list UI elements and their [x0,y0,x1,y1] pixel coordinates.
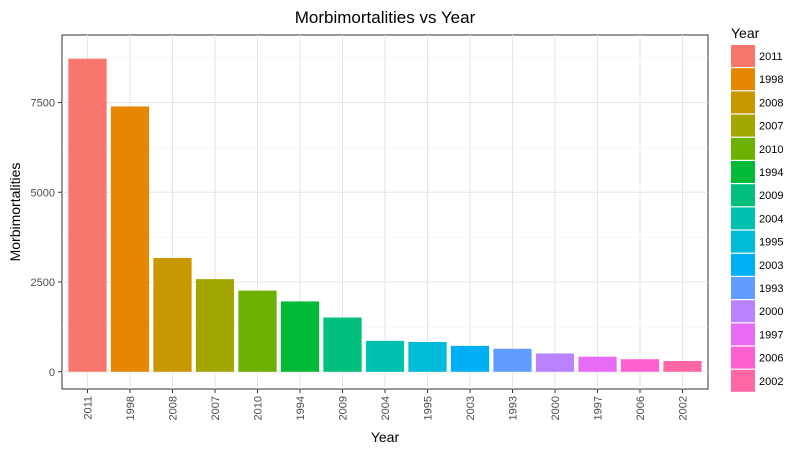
legend-label: 1994 [759,167,783,179]
x-tick-label: 2003 [465,396,477,420]
legend-label: 2008 [759,97,783,109]
bar-2011 [68,58,107,372]
x-tick-label: 2000 [550,396,562,420]
legend-label: 2004 [759,213,783,225]
y-tick-label: 7500 [31,97,55,109]
y-tick-label: 5000 [31,187,55,199]
x-tick-label: 2008 [168,396,180,420]
bar-1994 [280,301,320,372]
x-tick-label: 2011 [83,396,95,420]
legend-label: 2010 [759,144,783,156]
legend-key-2000 [731,300,755,323]
legend-label: 2002 [759,376,783,388]
legend-title: Year [731,25,760,41]
x-tick-label: 2006 [635,396,647,420]
legend-key-2008 [731,91,755,114]
legend-key-2007 [731,114,755,137]
bar-1998 [110,106,150,372]
y-axis-label: Morbimortalities [7,163,23,262]
x-tick-label: 1993 [508,396,520,420]
legend-key-1993 [731,277,755,299]
chart-title: Morbimortalities vs Year [295,8,476,27]
x-tick-label: 1997 [593,396,605,420]
bar-2010 [238,290,277,372]
legend-label: 2006 [759,353,783,365]
bar-2002 [663,360,702,372]
legend-label: 1997 [759,329,783,341]
x-axis-label: Year [371,429,400,445]
x-tick-label: 1995 [423,396,435,420]
legend-key-1997 [731,323,755,346]
bar-1997 [578,356,617,372]
legend-label: 2011 [759,51,783,63]
bar-2007 [195,279,235,372]
y-tick-label: 0 [49,367,55,379]
legend-key-1995 [731,230,755,253]
legend-key-2004 [731,207,755,230]
legend-key-2011 [731,45,755,67]
legend-label: 1995 [759,237,783,249]
legend-key-2010 [731,137,755,160]
bar-2009 [323,317,362,372]
bar-1995 [408,341,447,372]
x-tick-label: 1994 [295,396,307,420]
x-tick-label: 2007 [210,396,222,420]
x-axis: 2011 1998 2008 2007 2010 1994 2009 2004 1995 2003… [83,389,690,420]
legend-key-1994 [731,161,755,183]
bar-1993 [493,348,532,372]
x-tick-label: 2004 [380,396,392,420]
legend-key-2009 [731,184,755,207]
legend-key-2003 [731,253,755,276]
legend: Year 2011 1998 2008 2007 2010 1994 2009 2004 199… [731,25,783,392]
legend-label: 1998 [759,74,783,86]
legend-label: 2007 [759,121,783,133]
bar-2004 [365,340,405,372]
bars [68,58,702,372]
legend-label: 2000 [759,306,783,318]
x-tick-label: 1998 [125,396,137,420]
bar-2008 [153,257,192,372]
bar-2000 [535,353,575,372]
y-tick-label: 2500 [31,277,55,289]
legend-label: 1993 [759,283,783,295]
x-tick-label: 2009 [338,396,350,420]
legend-key-2006 [731,346,755,369]
x-tick-label: 2010 [253,396,265,420]
legend-key-2002 [731,369,755,392]
bar-2003 [450,345,490,372]
y-axis: 0 2500 5000 7500 [31,97,62,379]
legend-key-1998 [731,68,755,91]
legend-label: 2003 [759,260,783,272]
x-tick-label: 2002 [678,396,690,420]
legend-label: 2009 [759,190,783,202]
bar-2006 [620,359,660,372]
